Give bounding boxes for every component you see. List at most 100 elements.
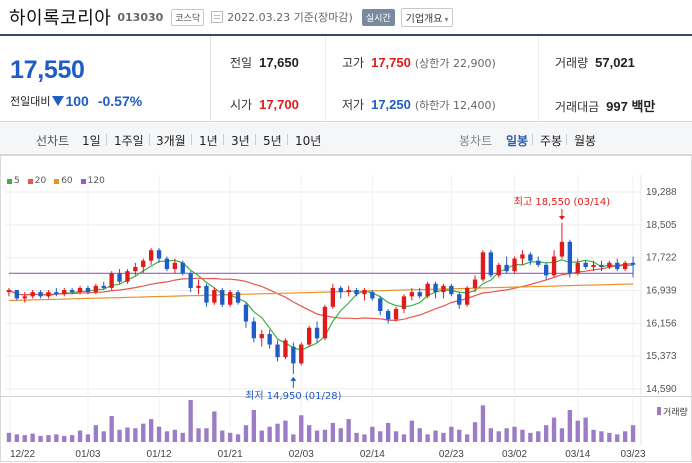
realtime-button[interactable]: 실시간 xyxy=(361,8,395,26)
volume-bar xyxy=(85,434,91,442)
candle-body xyxy=(306,327,312,345)
candle-body xyxy=(204,285,209,303)
tab-divider xyxy=(255,134,256,145)
candle-body xyxy=(164,258,170,270)
volume-bar xyxy=(212,411,217,442)
tab-line-1w[interactable]: 1주일 xyxy=(114,134,144,148)
legend-ma60: 60 xyxy=(54,176,73,186)
candle-body xyxy=(156,250,162,259)
tab-candle-weekly[interactable]: 주봉 xyxy=(540,134,563,148)
volume-bar xyxy=(125,427,130,442)
candle-body xyxy=(370,292,375,299)
candle-body xyxy=(235,292,241,303)
high-field: 고가 17,750 (상한가 22,900) xyxy=(342,54,496,71)
volume-bar xyxy=(322,429,328,442)
candle-body xyxy=(54,292,59,295)
y-tick-label: 16,939 xyxy=(646,286,677,297)
volume-bar xyxy=(472,422,478,442)
candle-body xyxy=(267,334,272,345)
stock-header: 하이록코리아 013030 코스닥 2022.03.23 기준(장마감) 실시간… xyxy=(0,0,692,34)
current-price: 17,550 xyxy=(10,56,85,84)
low-arrow-head xyxy=(290,376,297,381)
volume-bar xyxy=(385,422,391,442)
volume-bar xyxy=(46,435,51,442)
volume-bar xyxy=(520,429,525,442)
quote-panel: 17,550 전일대비 100 -0.57% 전일 17,650 고가 17,7… xyxy=(0,34,692,122)
prev-close-value: 17,650 xyxy=(259,55,299,70)
candle-body xyxy=(401,296,407,309)
change-value: 100 xyxy=(65,93,89,109)
volume-bar xyxy=(622,431,628,442)
open-label: 시가 xyxy=(230,98,253,112)
tab-line-1y[interactable]: 1년 xyxy=(199,134,218,148)
y-tick-label: 15,373 xyxy=(646,351,677,362)
volume-bar xyxy=(291,434,296,442)
x-tick-label: 02/14 xyxy=(360,449,385,460)
candle-body xyxy=(6,290,12,293)
volume-bar xyxy=(77,430,83,442)
company-summary-button[interactable]: 기업개요 ▾ xyxy=(400,7,454,27)
volume-bar xyxy=(409,420,415,442)
low-label: 저가 xyxy=(342,98,365,112)
high-annotation: 최고 18,550 (03/14) xyxy=(514,196,610,208)
volume-bar xyxy=(567,409,573,442)
candle-body xyxy=(607,262,612,267)
tab-line-5y[interactable]: 5년 xyxy=(263,134,282,148)
tab-line-3m[interactable]: 3개월 xyxy=(156,134,186,148)
candle-body xyxy=(220,290,225,305)
candle-body xyxy=(314,327,320,339)
volume-bar xyxy=(133,428,138,442)
candle-body xyxy=(385,311,391,320)
volume-bar xyxy=(69,435,75,442)
x-tick-label: 02/23 xyxy=(439,449,464,460)
tab-divider xyxy=(149,134,150,145)
legend-swatch xyxy=(54,178,60,184)
candle-body xyxy=(480,252,486,280)
tab-divider xyxy=(191,134,192,145)
volume-bar xyxy=(362,434,367,442)
volume-bar xyxy=(354,432,359,442)
candle-body xyxy=(69,290,75,293)
volume-bar xyxy=(141,423,146,442)
candle-body xyxy=(291,346,296,364)
y-tick-label: 14,590 xyxy=(646,384,677,395)
volume-bar xyxy=(259,430,264,442)
candle-body xyxy=(275,344,280,358)
candle-body xyxy=(14,290,20,299)
candle-body xyxy=(322,306,328,339)
volume-bar xyxy=(172,429,178,442)
volume-bar xyxy=(275,423,280,442)
tab-line-1d[interactable]: 1일 xyxy=(82,134,101,148)
volume-bar xyxy=(528,432,533,442)
tab-candle-monthly[interactable]: 월봉 xyxy=(574,134,597,148)
candle-body xyxy=(583,262,588,267)
candle-body xyxy=(409,292,415,297)
volume-bar xyxy=(188,400,193,442)
candle-body xyxy=(62,290,67,295)
volume-bar xyxy=(338,428,343,442)
candle-body xyxy=(243,304,249,322)
candle-body xyxy=(536,260,541,265)
price-chart[interactable]: 19,288 18,505 17,722 16,939 16,156 15,373 14,5… xyxy=(0,155,692,463)
tab-candle-daily[interactable]: 일봉 xyxy=(506,134,529,148)
y-tick-label: 18,505 xyxy=(646,220,677,231)
candle-body xyxy=(101,285,106,288)
candle-body xyxy=(417,292,422,297)
candle-body xyxy=(393,308,399,320)
candle-body xyxy=(117,273,122,282)
candle-body xyxy=(575,262,580,274)
volume-bar xyxy=(378,431,383,442)
legend-swatch xyxy=(7,178,12,184)
candle-body xyxy=(172,262,178,270)
x-tick-label: 01/21 xyxy=(218,449,243,460)
volume-bar xyxy=(267,426,272,442)
volume-bar xyxy=(235,434,241,442)
candle-body xyxy=(196,285,201,288)
volume-bar xyxy=(607,432,612,442)
legend-ma60-label: 60 xyxy=(61,176,73,186)
volume-bar xyxy=(109,416,114,442)
candle-body xyxy=(299,344,304,364)
tab-line-3y[interactable]: 3년 xyxy=(231,134,250,148)
tab-line-10y[interactable]: 10년 xyxy=(295,134,322,148)
candle-body xyxy=(441,285,446,293)
